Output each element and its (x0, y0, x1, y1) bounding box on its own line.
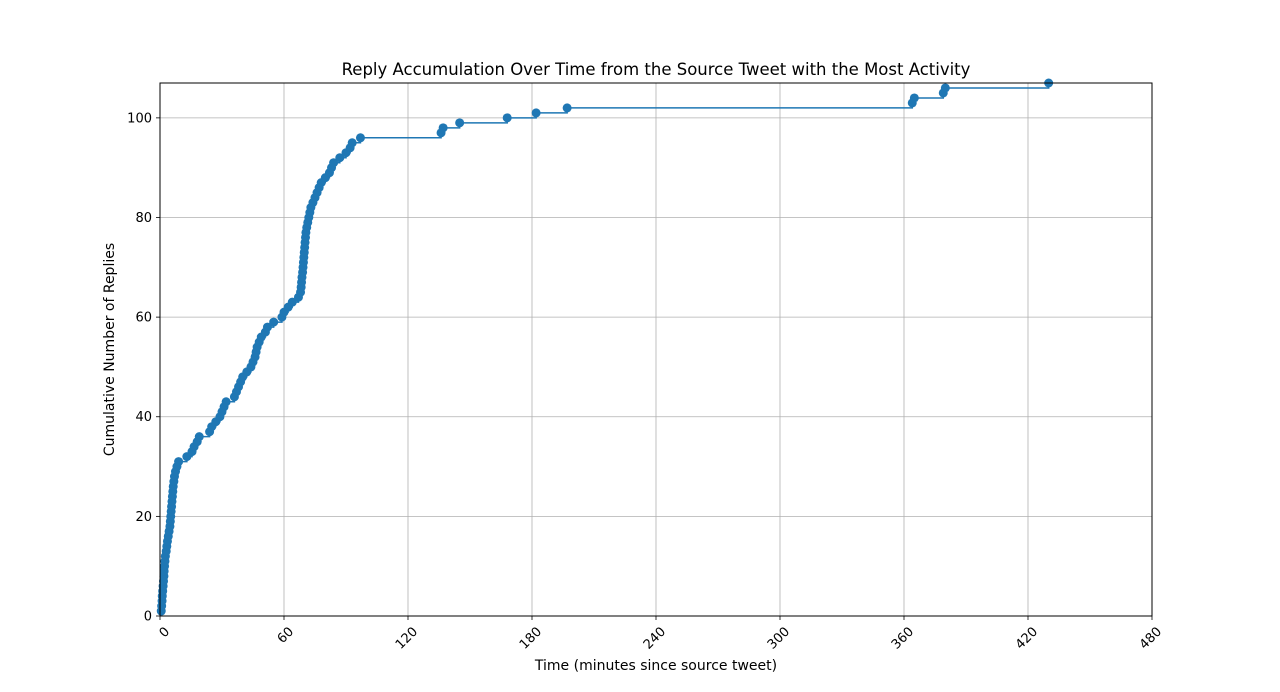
data-point (355, 133, 365, 143)
y-tick-label: 0 (144, 610, 152, 625)
x-tick-label: 240 (641, 624, 669, 652)
x-tick-label: 180 (517, 624, 545, 652)
y-tick-label: 100 (127, 111, 152, 126)
data-point (562, 103, 572, 113)
data-point (502, 113, 512, 123)
x-tick-label: 360 (889, 624, 917, 652)
x-tick-label: 60 (275, 624, 297, 646)
grid-layer (159, 83, 1153, 617)
data-point (329, 158, 339, 168)
data-point (194, 432, 204, 442)
x-tick-label: 0 (157, 624, 173, 640)
y-tick-label: 20 (135, 510, 152, 525)
x-axis-label: Time (minutes since source tweet) (534, 658, 777, 674)
data-point (174, 457, 184, 467)
series-step-line (160, 83, 1050, 612)
data-point (335, 153, 345, 163)
data-point (221, 397, 231, 407)
x-tick-label: 120 (393, 624, 421, 652)
data-point (287, 297, 297, 307)
x-tick-label: 300 (765, 624, 793, 652)
data-point (455, 118, 465, 128)
data-point (269, 317, 279, 327)
series-layer (156, 78, 1054, 616)
x-tick-label: 420 (1013, 624, 1041, 652)
data-point (909, 93, 919, 103)
y-axis-label: Cumulative Number of Replies (102, 243, 118, 456)
ticks-layer: 0 60 120 180 240 300 360 420 480 0 20 40 60 80 100 (127, 111, 1165, 652)
data-point (438, 123, 448, 133)
x-tick-label: 480 (1137, 624, 1165, 652)
data-point (347, 138, 357, 148)
data-point (940, 83, 950, 93)
data-point (531, 108, 541, 118)
data-point (262, 322, 272, 332)
y-tick-label: 80 (135, 211, 152, 226)
chart-title: Reply Accumulation Over Time from the So… (342, 60, 971, 79)
y-tick-label: 60 (135, 311, 152, 326)
y-tick-label: 40 (135, 410, 152, 425)
